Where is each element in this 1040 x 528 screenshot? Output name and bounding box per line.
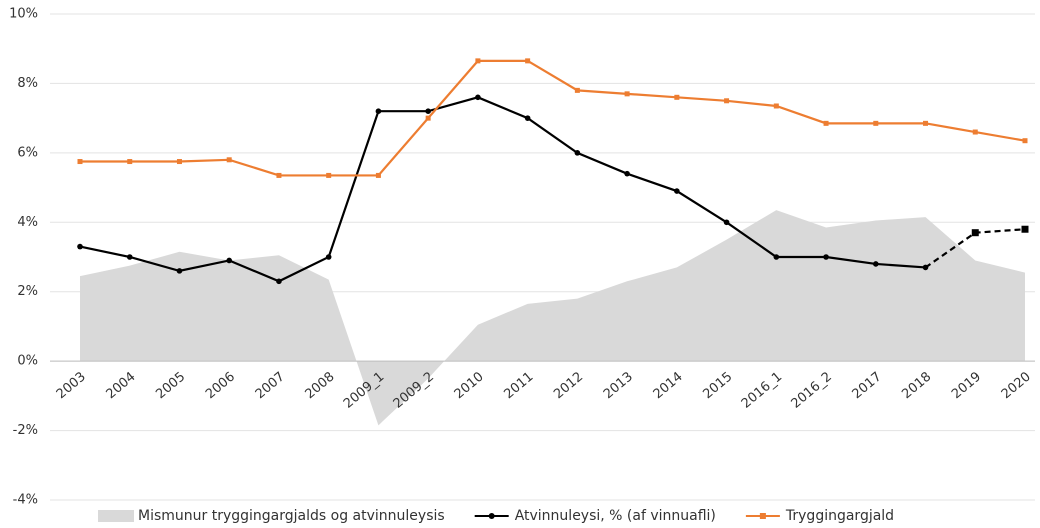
- line: [79, 96, 926, 283]
- marker: [971, 229, 979, 237]
- legend-marker: [488, 513, 495, 519]
- x-tick-label: 2015: [700, 369, 735, 402]
- y-tick-label: -2%: [13, 423, 38, 438]
- x-tick-label: 2013: [601, 369, 636, 402]
- x-tick-label: 2016_1: [739, 369, 785, 411]
- marker: [375, 172, 381, 178]
- marker: [176, 159, 182, 165]
- marker: [873, 120, 879, 126]
- marker: [1021, 225, 1029, 233]
- marker: [126, 254, 133, 260]
- marker: [326, 172, 332, 178]
- marker: [276, 278, 282, 285]
- marker: [1022, 138, 1028, 144]
- area: [80, 210, 1025, 426]
- marker: [972, 129, 978, 135]
- marker: [823, 254, 829, 260]
- x-tick-label: 2005: [153, 369, 188, 402]
- marker: [922, 264, 929, 271]
- marker: [823, 120, 829, 126]
- x-tick-label: 2017: [850, 369, 885, 402]
- marker: [624, 91, 630, 97]
- marker: [923, 120, 929, 126]
- y-tick-label: 4%: [17, 215, 38, 230]
- marker: [674, 94, 680, 100]
- marker: [475, 58, 481, 64]
- x-tick-label: 2004: [104, 369, 139, 402]
- y-tick-label: 8%: [17, 76, 38, 91]
- y-tick-label: 10%: [9, 7, 38, 22]
- marker: [724, 98, 730, 104]
- x-tick-label: 2003: [54, 369, 89, 402]
- marker: [425, 108, 431, 114]
- y-tick-label: 0%: [17, 354, 38, 369]
- x-tick-label: 2006: [203, 369, 238, 402]
- marker: [872, 261, 879, 267]
- marker: [773, 254, 780, 260]
- marker: [723, 219, 730, 226]
- legend-label: Tryggingargjald: [785, 508, 894, 524]
- marker: [475, 94, 481, 101]
- x-tick-label: 2010: [452, 369, 487, 402]
- marker: [77, 159, 83, 165]
- y-tick-label: -4%: [13, 493, 38, 508]
- legend-label: Atvinnuleysi, % (af vinnuafli): [515, 508, 716, 524]
- marker: [276, 172, 282, 178]
- legend-swatch: [98, 510, 134, 522]
- x-tick-label: 2016_2: [789, 369, 835, 411]
- marker: [226, 157, 232, 163]
- line: [80, 59, 1026, 177]
- marker: [524, 115, 531, 121]
- marker: [127, 159, 133, 165]
- legend-label: Mismunur tryggingargjalds og atvinnuleys…: [138, 508, 445, 524]
- legend-marker: [759, 513, 766, 519]
- marker: [574, 150, 581, 156]
- marker: [773, 103, 779, 109]
- x-tick-label: 2008: [303, 369, 338, 402]
- x-tick-label: 2020: [999, 369, 1034, 402]
- marker: [375, 108, 382, 114]
- marker: [226, 257, 233, 264]
- marker: [176, 268, 183, 274]
- x-tick-label: 2019: [949, 369, 984, 402]
- marker: [674, 188, 680, 194]
- x-tick-label: 2011: [501, 369, 536, 402]
- x-tick-label: 2007: [253, 369, 288, 402]
- marker: [624, 170, 630, 177]
- y-tick-label: 2%: [17, 284, 38, 299]
- marker: [425, 115, 431, 121]
- x-tick-label: 2012: [551, 369, 586, 402]
- marker: [525, 58, 531, 64]
- x-tick-label: 2018: [899, 369, 934, 402]
- marker: [574, 87, 580, 93]
- x-tick-label: 2014: [651, 369, 686, 402]
- marker: [325, 254, 332, 260]
- marker: [77, 243, 83, 250]
- y-tick-label: 6%: [17, 145, 38, 160]
